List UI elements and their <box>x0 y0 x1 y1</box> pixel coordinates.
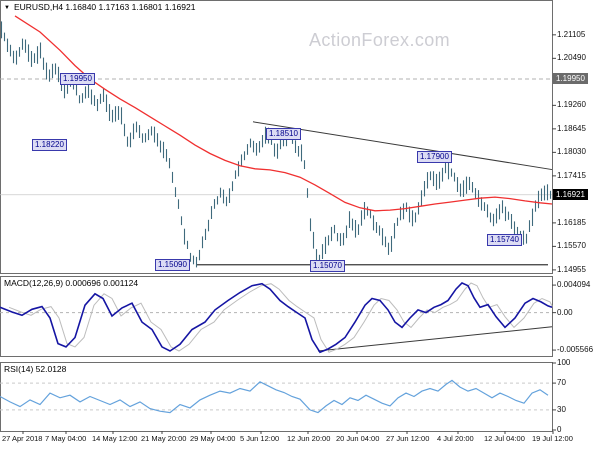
time-axis-label: 29 May 04:00 <box>190 434 236 443</box>
price-axis-label: 1.18030 <box>557 147 586 157</box>
price-axis-label: 1.19260 <box>557 100 586 110</box>
price-callout: 1.19950 <box>60 72 95 85</box>
price-axis-label: 1.17415 <box>557 170 586 180</box>
price-callout: 1.17900 <box>417 151 452 164</box>
time-axis-label: 7 May 04:00 <box>45 434 87 443</box>
rsi-axis-label: 70 <box>557 378 566 388</box>
price-callout: 1.18220 <box>32 139 67 152</box>
macd-label: MACD(12,26,9) 0.000696 0.001124 <box>4 278 139 288</box>
moving-average-line <box>14 15 553 212</box>
time-axis-label: 19 Jul 12:00 <box>532 434 573 443</box>
price-callout: 1.15740 <box>487 233 522 246</box>
time-axis-label: 20 Jun 04:00 <box>336 434 380 443</box>
rsi-line <box>0 379 549 414</box>
last-price-label: 1.16921 <box>553 188 588 200</box>
macd-line <box>0 282 553 354</box>
time-axis-label: 21 May 20:00 <box>141 434 187 443</box>
price-axis-label: 1.21105 <box>557 29 586 39</box>
price-callout: 1.18510 <box>266 128 301 141</box>
chart-title-text: EURUSD,H4 1.16840 1.17163 1.16801 1.1692… <box>13 2 196 12</box>
time-axis-label: 14 May 12:00 <box>92 434 138 443</box>
price-axis-label: 1.15570 <box>557 241 586 251</box>
level-price-label: 1.19950 <box>553 72 588 84</box>
rsi-label: RSI(14) 52.0128 <box>4 364 67 374</box>
descending-trendline <box>252 121 553 171</box>
time-axis-label: 27 Jun 12:00 <box>386 434 430 443</box>
time-axis-label: 12 Jun 20:00 <box>287 434 331 443</box>
macd-trendline <box>317 326 553 352</box>
watermark: ActionForex.com <box>309 30 451 50</box>
price-axis-label: 1.18645 <box>557 123 586 133</box>
macd-signal-line <box>8 282 553 353</box>
chart-title-bar: ▼ EURUSD,H4 1.16840 1.17163 1.16801 1.169… <box>4 2 195 12</box>
time-axis-label: 4 Jul 20:00 <box>437 434 474 443</box>
rsi-axis-label: 30 <box>557 404 566 414</box>
price-panel[interactable] <box>0 0 553 274</box>
time-axis-label: 12 Jul 04:00 <box>484 434 525 443</box>
macd-panel[interactable] <box>0 276 553 357</box>
time-axis-label: 27 Apr 2018 <box>2 434 43 443</box>
rsi-axis-label: 0 <box>557 425 562 434</box>
price-axis-label: 1.20490 <box>557 53 586 63</box>
macd-axis-label: 0.004094 <box>557 280 591 290</box>
price-axis-label: 1.16185 <box>557 217 586 227</box>
macd-axis-label: 0.00 <box>557 307 573 317</box>
symbol-dropdown-icon[interactable]: ▼ <box>4 5 10 11</box>
price-callout: 1.15070 <box>310 259 345 272</box>
price-callout: 1.15090 <box>155 258 190 271</box>
macd-axis-label: -0.005566 <box>557 345 594 355</box>
price-axis-label: 1.14955 <box>557 264 586 274</box>
time-axis-label: 5 Jun 12:00 <box>240 434 280 443</box>
rsi-axis-label: 100 <box>557 358 571 367</box>
